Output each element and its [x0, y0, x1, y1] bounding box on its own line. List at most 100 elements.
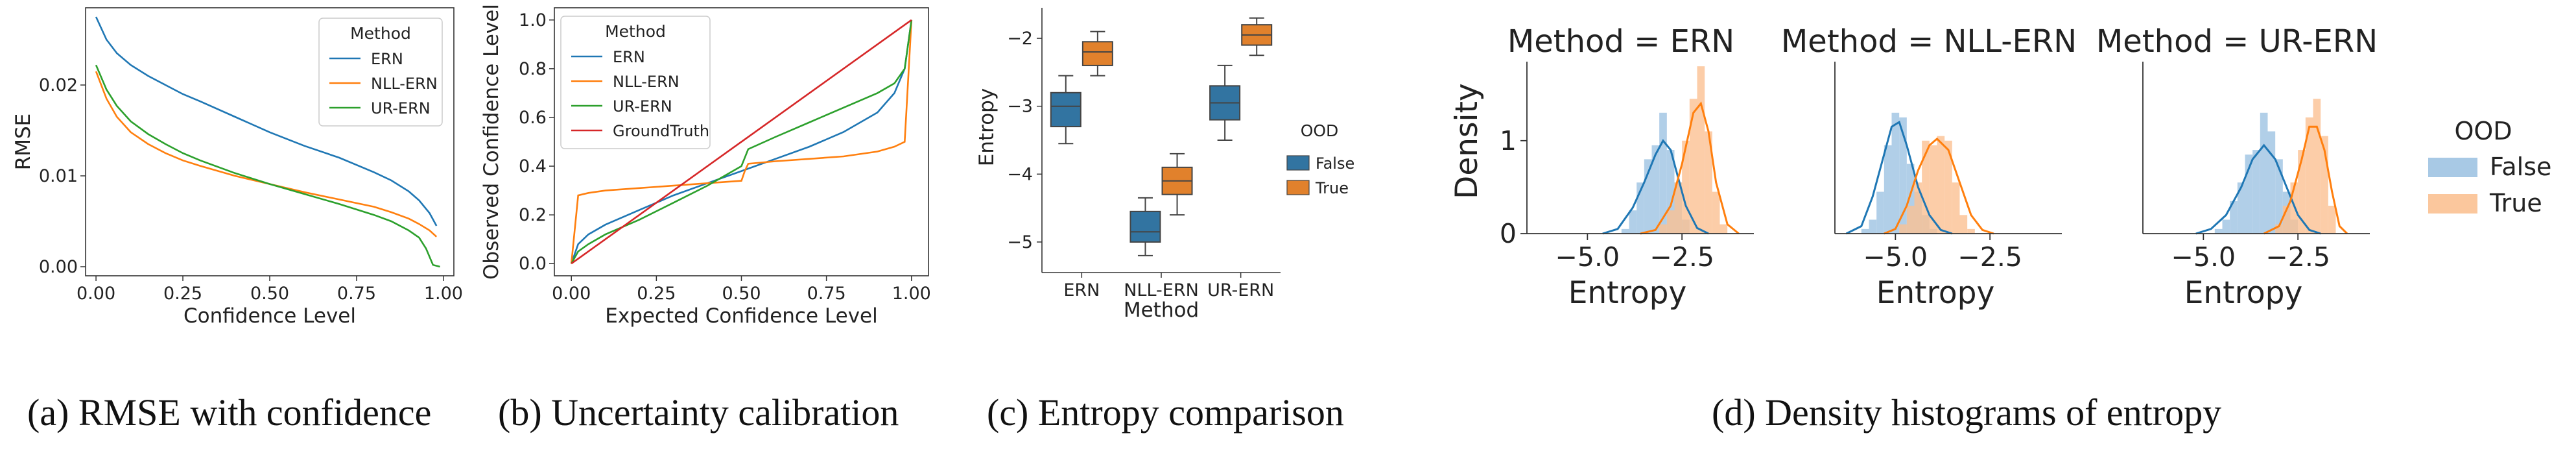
histogram-bar-true	[2275, 224, 2283, 234]
series-line-ern	[95, 16, 438, 226]
panel-a-rmse-chart: 0.00 0.25 0.50 0.75 1.00 0.00 0.01 0.02 Confiden…	[12, 7, 463, 328]
x-axis-label: Expected Confidence Level	[605, 304, 877, 328]
x-tick-label: −2.5	[1649, 241, 1714, 273]
histogram-bar-false	[1637, 182, 1644, 234]
kde-line-true	[1884, 137, 1994, 235]
y-axis-label: Observed Confidence Level	[480, 4, 503, 280]
y-tick-label: −4	[1007, 164, 1033, 184]
histogram-bar-false	[2230, 201, 2238, 234]
x-tick-label: −2.5	[1957, 241, 2022, 273]
panel-c-entropy-boxplot: −5 −4 −3 −2 ERN NLL-ERN UR-ERN Method Entropy OOD…	[975, 8, 1354, 322]
histogram-bar-true	[1959, 215, 1968, 234]
histogram-bar-true	[1929, 145, 1937, 234]
y-tick-label: 1	[1500, 125, 1517, 156]
legend-swatch	[2428, 194, 2477, 214]
legend-swatch	[1286, 180, 1310, 195]
histogram-bar-false	[2245, 154, 2253, 234]
x-tick-label: ERN	[1063, 280, 1100, 300]
legend-title: Method	[350, 24, 411, 43]
x-tick-label: 0.00	[552, 284, 591, 304]
histogram-bar-false	[2252, 150, 2260, 234]
histogram-bar-false	[1876, 191, 1884, 234]
y-tick-label: −3	[1007, 97, 1033, 117]
histogram-bar-false	[1906, 164, 1915, 234]
histogram-bar-false	[1644, 159, 1652, 234]
histogram-bar-false	[2275, 159, 2283, 234]
box-true	[1081, 41, 1113, 66]
legend-title: OOD	[1301, 121, 1339, 140]
x-tick-label: −5.0	[1555, 241, 1620, 273]
y-tick-label: 0.2	[519, 205, 547, 225]
x-axis-label: Entropy	[1876, 275, 1995, 311]
x-tick-label: −5.0	[2171, 241, 2236, 273]
histogram-bar-false	[1651, 145, 1660, 234]
histogram-bar-true	[1922, 140, 1930, 234]
x-tick-label: 0.75	[807, 284, 846, 304]
y-tick-label: 0.02	[39, 75, 78, 95]
histogram-bar-true	[1705, 131, 1712, 234]
series-line-ern	[570, 19, 913, 264]
x-axis-label: Method	[1124, 299, 1199, 322]
kde-line-false	[2195, 143, 2321, 235]
y-tick-label: 0.00	[39, 257, 78, 277]
legend-title: OOD	[2454, 117, 2512, 145]
caption-c: (c) Entropy comparison	[987, 391, 1344, 433]
histogram-bar-true	[2313, 99, 2321, 234]
legend-entry: ERN	[371, 50, 403, 68]
y-tick-label: 0.0	[519, 254, 547, 274]
y-tick-label: 0.01	[39, 166, 78, 186]
kde-line-false	[1845, 120, 1953, 235]
histogram-bar-false	[1891, 112, 1900, 234]
legend-swatch	[2428, 158, 2477, 177]
facet-title: Method = ERN	[1507, 23, 1734, 60]
legend-entry: NLL-ERN	[371, 75, 438, 93]
x-axis-label: Entropy	[1568, 275, 1687, 311]
histogram-bar-false	[1861, 228, 1869, 234]
histogram-bar-true	[1967, 228, 1975, 234]
histogram-bar-false	[1869, 219, 1877, 234]
x-tick-label: 0.25	[163, 284, 202, 304]
facet-title: Method = NLL-ERN	[1781, 23, 2077, 60]
series-line-ur-ern	[571, 19, 913, 264]
y-axis-label: Entropy	[975, 88, 998, 166]
legend-entry: UR-ERN	[613, 97, 672, 116]
series-line-groundtruth	[571, 19, 912, 265]
histogram-bar-false	[1629, 210, 1637, 234]
histogram-bar-true	[1906, 206, 1915, 234]
x-tick-label: −5.0	[1863, 241, 1928, 273]
y-tick-label: 0.6	[519, 108, 547, 128]
histogram-bar-true	[1674, 182, 1683, 234]
y-tick-label: 0.8	[519, 59, 547, 79]
histogram-bar-true	[1712, 191, 1720, 234]
histogram-bar-true	[2328, 206, 2336, 234]
facet-title: Method = UR-ERN	[2096, 23, 2378, 60]
histogram-bar-false	[1899, 117, 1907, 234]
legend-entry: GroundTruth	[613, 122, 709, 140]
series-line-nll-ern	[95, 71, 438, 238]
histogram-bar-false	[2260, 112, 2268, 234]
histogram-bar-false	[1884, 145, 1892, 234]
x-tick-label: 1.00	[424, 284, 463, 304]
facet-1: −5.0 −2.5 0 1 Density Entropy Method = ERN	[1449, 23, 1754, 311]
histogram-bar-false	[1666, 150, 1675, 234]
histogram-bar-false	[2214, 228, 2223, 234]
histogram-bar-true	[1944, 140, 1952, 234]
legend-frame	[318, 18, 443, 127]
x-axis-label: Entropy	[2184, 275, 2303, 311]
legend-entry: UR-ERN	[371, 99, 431, 117]
histogram-bar-false	[1659, 112, 1667, 234]
legend-entry: NLL-ERN	[613, 73, 679, 91]
histogram-bar-true	[2298, 150, 2306, 234]
caption-a: (a) RMSE with confidence	[27, 391, 431, 433]
histogram-bar-true	[1719, 224, 1728, 234]
caption-b: (b) Uncertainty calibration	[498, 391, 899, 433]
legend-entry: False	[2490, 153, 2551, 181]
legend-frame	[560, 16, 711, 149]
x-axis-label: Confidence Level	[183, 304, 356, 328]
y-tick-label: 0.4	[519, 156, 547, 177]
legend-swatch	[1286, 155, 1310, 171]
series-line-ur-ern	[95, 64, 440, 268]
